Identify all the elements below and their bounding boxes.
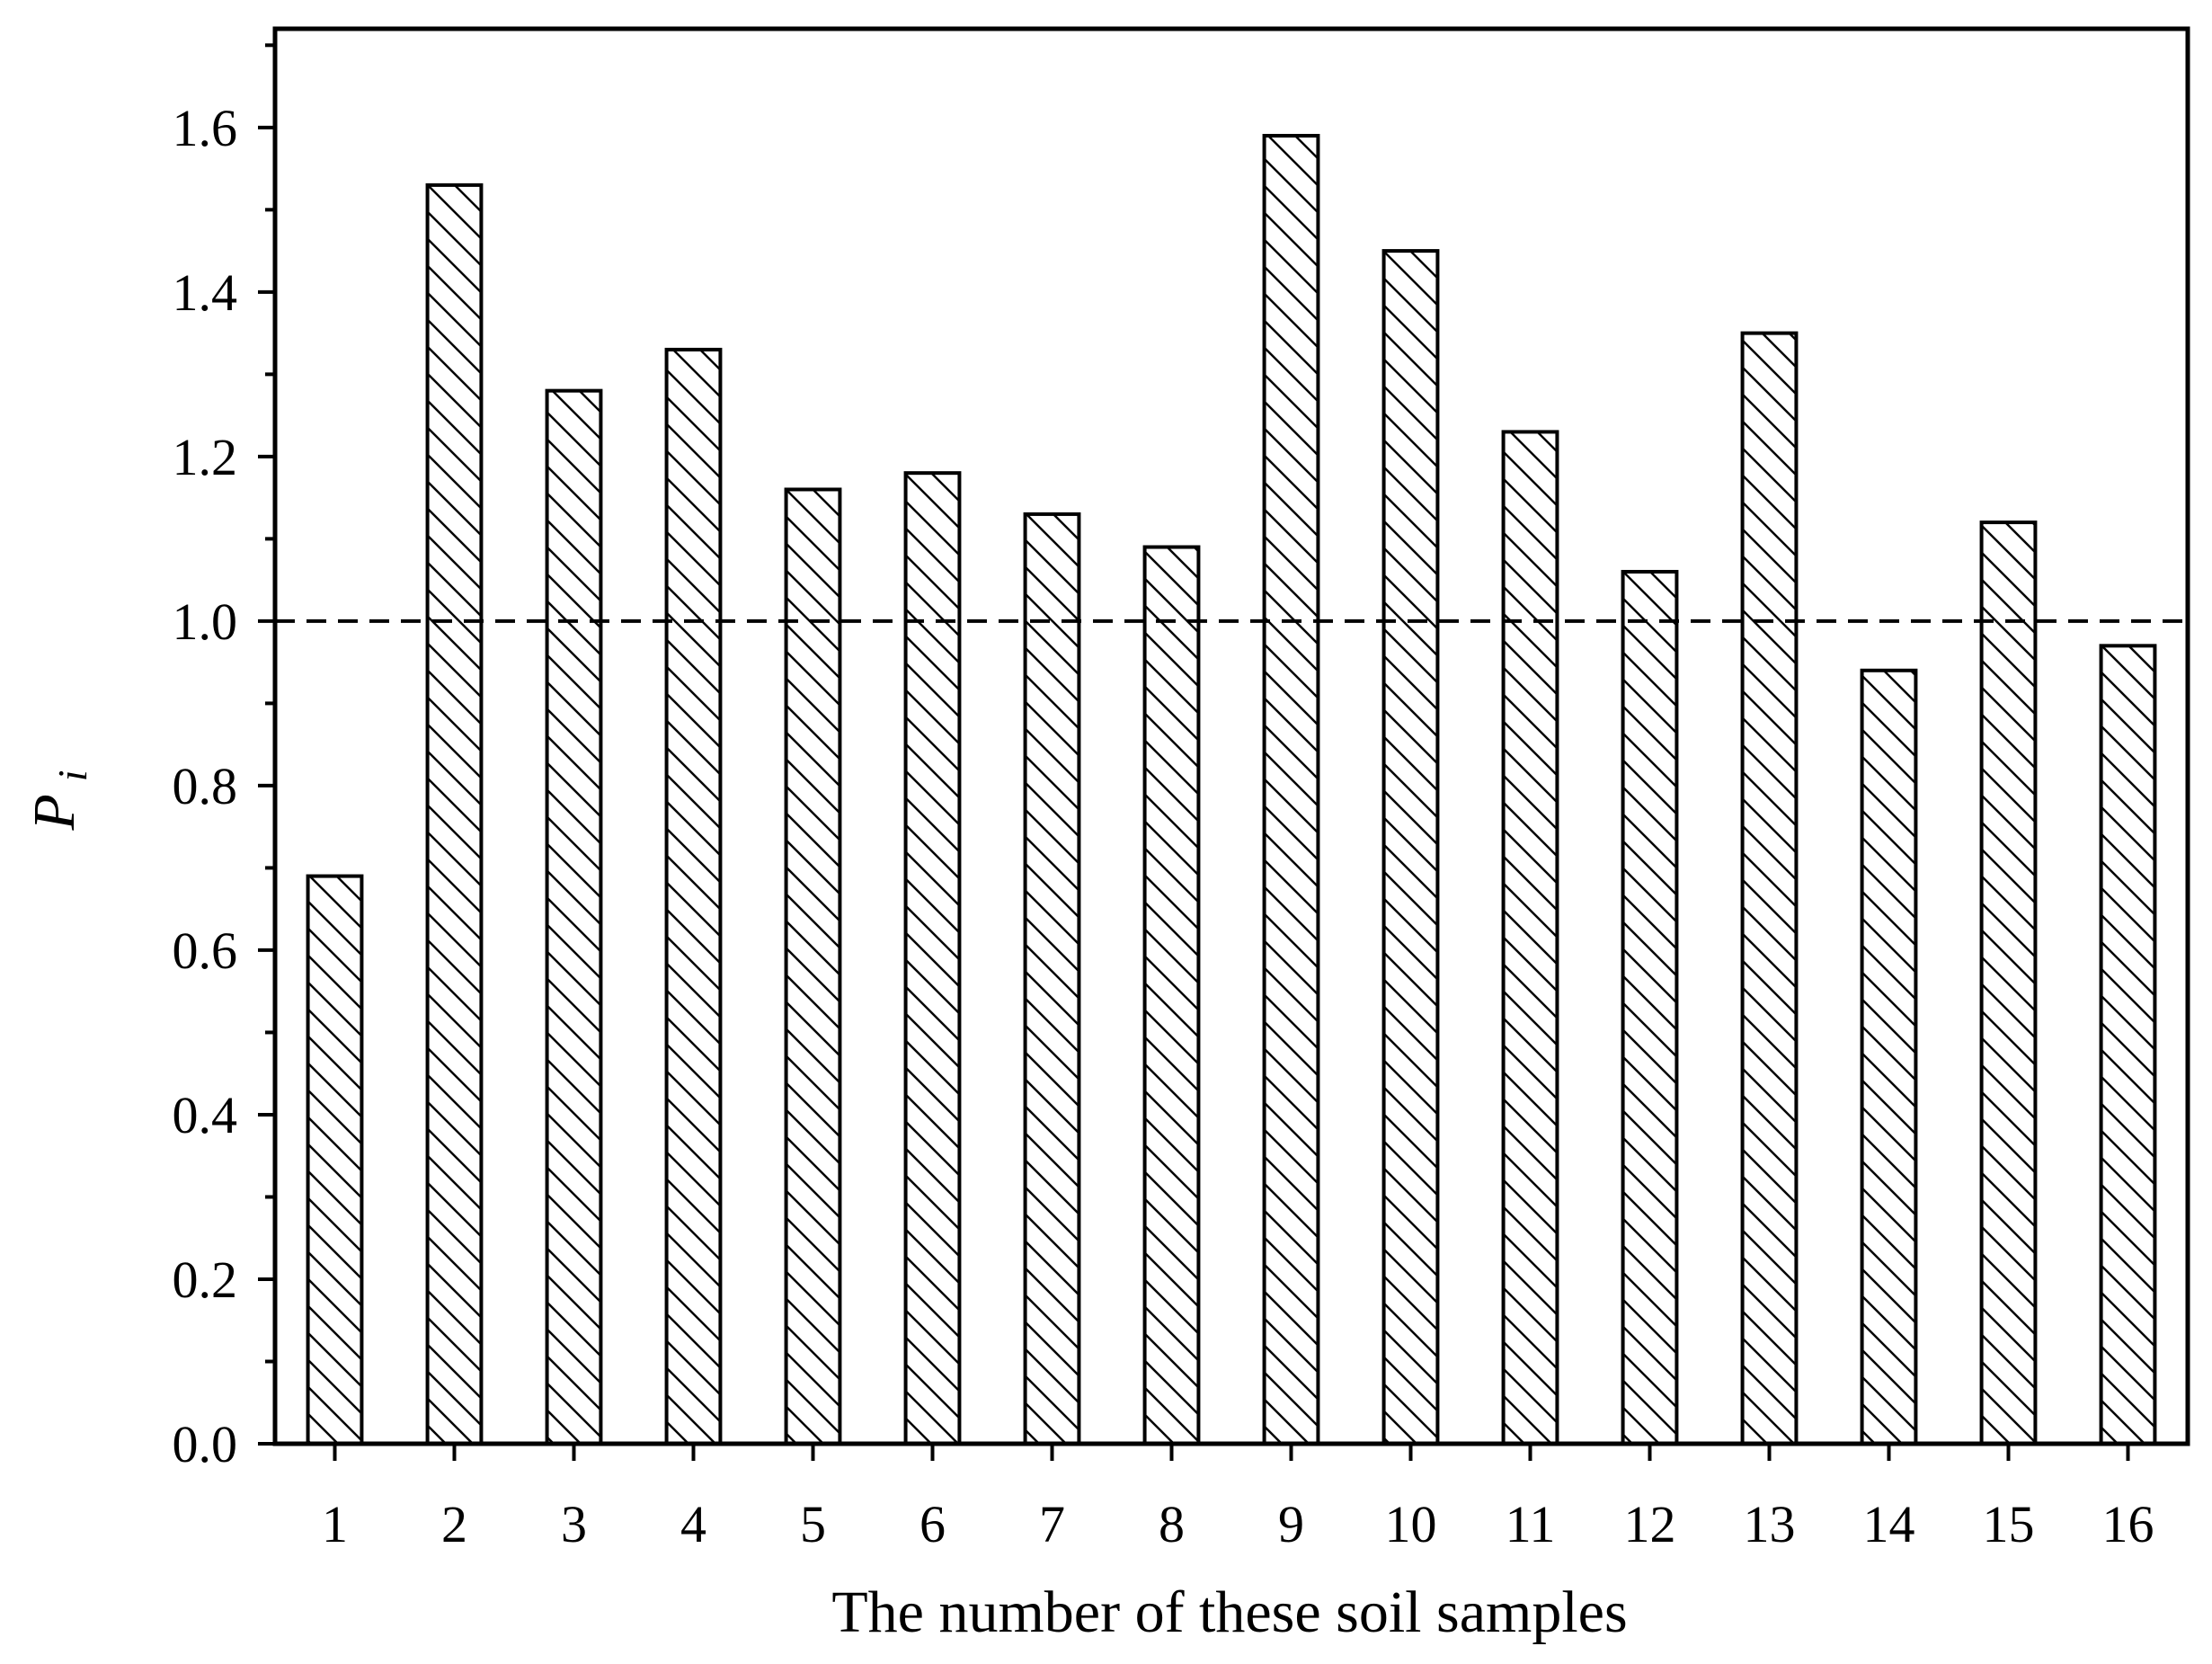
x-axis-title: The number of these soil samples xyxy=(831,1579,1627,1645)
y-tick-label: 0.6 xyxy=(173,921,238,980)
x-tick-label: 3 xyxy=(561,1495,587,1553)
bar xyxy=(545,388,603,1446)
x-tick-label: 10 xyxy=(1385,1495,1437,1553)
bar xyxy=(1142,545,1201,1446)
bar xyxy=(1979,521,2038,1446)
plot-frame xyxy=(272,26,2190,1446)
y-tick-label: 1.4 xyxy=(173,263,238,322)
x-tick-label: 6 xyxy=(919,1495,946,1553)
y-tick-label: 1.0 xyxy=(173,592,238,651)
bar xyxy=(1262,133,1320,1446)
bar xyxy=(425,182,484,1446)
x-tick-label: 15 xyxy=(1983,1495,2035,1553)
x-tick-label: 11 xyxy=(1506,1495,1556,1553)
x-tick-label: 9 xyxy=(1278,1495,1304,1553)
bar xyxy=(1621,569,1679,1446)
x-tick-label: 2 xyxy=(441,1495,467,1553)
y-tick-label: 1.6 xyxy=(173,99,238,157)
x-tick-label: 7 xyxy=(1039,1495,1065,1553)
y-axis-title-group: Pi xyxy=(22,770,95,831)
x-tick-label: 12 xyxy=(1624,1495,1676,1553)
x-tick-label: 8 xyxy=(1159,1495,1185,1553)
y-axis-title-subscript: i xyxy=(49,770,95,781)
y-tick-label: 0.8 xyxy=(173,757,238,815)
bar xyxy=(1023,512,1081,1446)
x-tick-label: 1 xyxy=(322,1495,348,1553)
bar xyxy=(1860,668,1918,1446)
y-tick-label: 1.2 xyxy=(173,428,238,486)
y-tick-label: 0.0 xyxy=(173,1415,238,1473)
y-axis-title-main: P xyxy=(22,794,87,831)
y-axis-title: Pi xyxy=(22,770,95,831)
bar xyxy=(306,874,364,1446)
x-tick-label: 13 xyxy=(1744,1495,1796,1553)
x-tick-label: 5 xyxy=(800,1495,826,1553)
x-tick-label: 14 xyxy=(1863,1495,1915,1553)
bar xyxy=(2099,644,2157,1446)
bar xyxy=(903,471,962,1446)
bar xyxy=(1740,331,1799,1446)
bar xyxy=(784,487,842,1446)
bar xyxy=(1381,249,1440,1446)
bar xyxy=(664,347,723,1446)
x-tick-label: 16 xyxy=(2102,1495,2154,1553)
x-tick-label: 4 xyxy=(680,1495,706,1553)
y-tick-label: 0.2 xyxy=(173,1250,238,1309)
y-tick-label: 0.4 xyxy=(173,1086,238,1144)
bar xyxy=(1501,430,1559,1446)
